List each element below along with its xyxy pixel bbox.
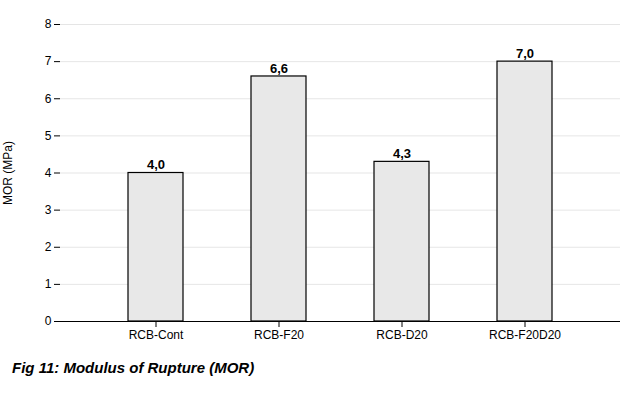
svg-text:RCB-Cont: RCB-Cont xyxy=(129,328,184,342)
svg-text:4: 4 xyxy=(45,166,52,180)
svg-text:0: 0 xyxy=(45,314,52,328)
svg-text:RCB-D20: RCB-D20 xyxy=(376,328,428,342)
svg-text:4,0: 4,0 xyxy=(147,157,165,172)
svg-text:6,6: 6,6 xyxy=(270,61,288,76)
svg-text:7,0: 7,0 xyxy=(516,46,534,61)
svg-text:RCB-F20D20: RCB-F20D20 xyxy=(489,328,561,342)
svg-text:1: 1 xyxy=(45,277,52,291)
svg-text:2: 2 xyxy=(45,240,52,254)
svg-text:8: 8 xyxy=(45,17,52,31)
svg-text:6: 6 xyxy=(45,92,52,106)
svg-text:4,3: 4,3 xyxy=(393,146,411,161)
svg-text:RCB-F20: RCB-F20 xyxy=(254,328,304,342)
svg-text:5: 5 xyxy=(45,129,52,143)
svg-text:7: 7 xyxy=(45,54,52,68)
html-text:Fig 11: Modulus of Rupture (MO: Fig 11: Modulus of Rupture (MOR) xyxy=(12,359,255,376)
svg-text:3: 3 xyxy=(45,203,52,217)
svg-text:MOR (MPa): MOR (MPa) xyxy=(1,141,15,205)
